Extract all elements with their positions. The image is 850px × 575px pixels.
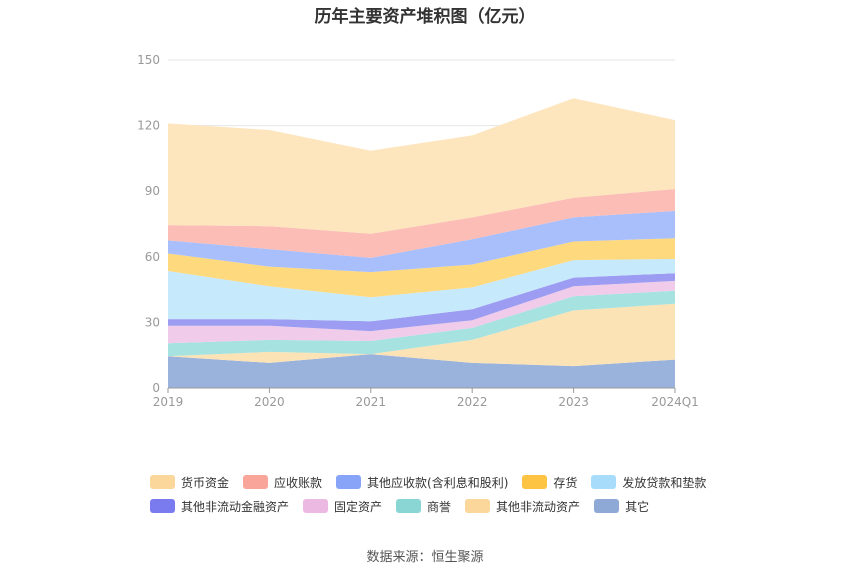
- area-series-5: [168, 259, 675, 322]
- chart-legend: 货币资金 应收账款 其他应收款(含利息和股利) 存货 发放贷款和垫款其他非流动金融资产 固…: [150, 470, 730, 518]
- legend-swatch: [303, 499, 329, 513]
- area-series-0: [168, 354, 675, 388]
- legend-swatch: [396, 499, 422, 513]
- area-series-9: [168, 98, 675, 234]
- legend-label: 固定资产: [334, 499, 383, 514]
- legend-label: 货币资金: [181, 475, 230, 490]
- legend-label: 存货: [553, 475, 578, 490]
- legend-item[interactable]: 固定资产: [303, 498, 382, 515]
- x-tick-label: 2024Q1: [651, 395, 699, 409]
- legend-label: 其他非流动金融资产: [181, 499, 290, 514]
- x-tick-label: 2021: [356, 395, 387, 409]
- legend-swatch: [150, 499, 175, 513]
- legend-row: 货币资金 应收账款 其他应收款(含利息和股利) 存货 发放贷款和垫款: [150, 470, 730, 494]
- legend-swatch: [243, 475, 269, 489]
- x-tick-label: 2019: [153, 395, 184, 409]
- y-tick-label: 120: [137, 119, 160, 133]
- legend-swatch: [336, 475, 362, 489]
- legend-label: 商誉: [427, 499, 452, 514]
- y-tick-label: 90: [145, 184, 160, 198]
- y-tick-label: 0: [152, 381, 160, 395]
- area-series-4: [168, 273, 675, 332]
- legend-swatch: [594, 499, 620, 513]
- legend-item[interactable]: 货币资金: [150, 474, 229, 491]
- legend-item[interactable]: 其他非流动金融资产: [150, 498, 289, 515]
- x-tick-label: 2022: [457, 395, 488, 409]
- y-tick-label: 30: [145, 315, 160, 329]
- legend-label: 发放贷款和垫款: [622, 475, 707, 490]
- x-tick-label: 2023: [558, 395, 589, 409]
- legend-item[interactable]: 其它: [594, 498, 649, 515]
- y-tick-label: 150: [137, 53, 160, 67]
- legend-swatch: [522, 475, 548, 489]
- legend-item[interactable]: 商誉: [396, 498, 451, 515]
- legend-label: 其它: [625, 499, 650, 514]
- chart-title: 历年主要资产堆积图（亿元）: [314, 7, 536, 27]
- legend-item[interactable]: 其他非流动资产: [465, 498, 580, 515]
- legend-item[interactable]: 其他应收款(含利息和股利): [336, 474, 508, 491]
- x-tick-label: 2020: [254, 395, 285, 409]
- legend-label: 其他非流动资产: [496, 499, 581, 514]
- area-series-3: [168, 280, 675, 344]
- area-series-2: [168, 290, 675, 357]
- y-tick-label: 60: [145, 250, 160, 264]
- legend-swatch: [465, 499, 491, 513]
- legend-item[interactable]: 发放贷款和垫款: [591, 474, 706, 491]
- legend-label: 应收账款: [274, 475, 323, 490]
- legend-row: 其他非流动金融资产 固定资产 商誉 其他非流动资产 其它: [150, 494, 730, 518]
- legend-item[interactable]: 存货: [522, 474, 577, 491]
- area-series-6: [168, 238, 675, 298]
- legend-item[interactable]: 应收账款: [243, 474, 322, 491]
- area-series-7: [168, 210, 675, 273]
- data-source-note: 数据来源：恒生聚源: [366, 550, 484, 565]
- legend-swatch: [150, 475, 175, 489]
- area-series-8: [168, 189, 675, 258]
- area-series-1: [168, 303, 675, 367]
- legend-label: 其他应收款(含利息和股利): [367, 475, 509, 490]
- legend-swatch: [591, 475, 617, 489]
